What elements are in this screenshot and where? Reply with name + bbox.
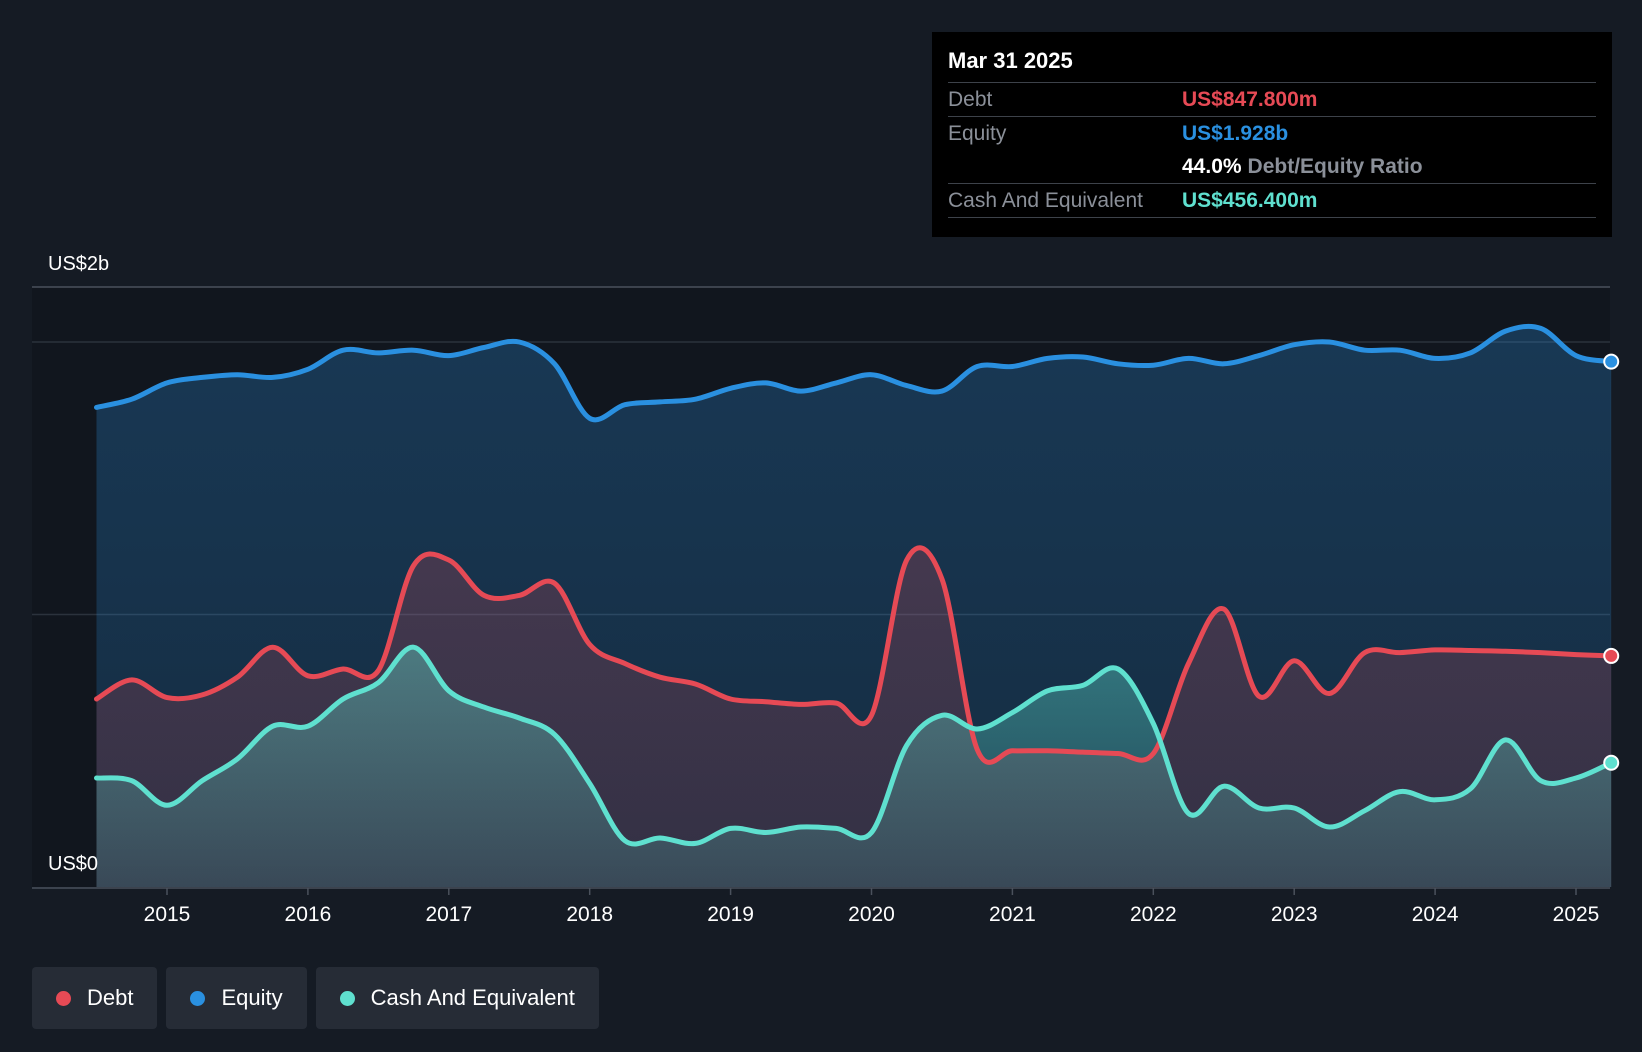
line-cash-and-equivalent <box>94 644 1614 847</box>
legend-label-debt: Debt <box>87 985 134 1010</box>
x-tick-label: 2016 <box>285 903 332 926</box>
tooltip-debt-value: US$847.800m <box>1182 88 1318 111</box>
line-debt <box>94 545 1614 765</box>
x-tick-label: 2019 <box>707 903 754 926</box>
end-marker-equity <box>1603 353 1620 370</box>
legend-label-equity: Equity <box>221 985 283 1010</box>
tooltip-date: Mar 31 2025 <box>948 46 1596 83</box>
tooltip-ratio-label: Debt/Equity Ratio <box>1247 155 1423 178</box>
legend-item-cash[interactable]: Cash And Equivalent <box>315 967 599 1029</box>
legend-item-debt[interactable]: Debt <box>32 967 158 1029</box>
legend-item-equity[interactable]: Equity <box>166 967 307 1029</box>
tooltip-panel: Mar 31 2025 Debt US$847.800m Equity US$1… <box>932 32 1612 237</box>
tooltip-ratio-row: 44.0% Debt/Equity Ratio <box>948 150 1596 184</box>
x-tick-label: 2015 <box>144 903 191 926</box>
tooltip-equity-value: US$1.928b <box>1182 122 1289 145</box>
tooltip-ratio-value: 44.0% <box>1182 155 1242 178</box>
chart-legend: Debt Equity Cash And Equivalent <box>32 967 599 1029</box>
tooltip-equity-label: Equity <box>948 122 1007 145</box>
tooltip-cash-row: Cash And Equivalent US$456.400m <box>948 184 1596 218</box>
x-tick-label: 2025 <box>1553 903 1600 926</box>
y-tick-label-zero: US$0 <box>48 853 98 875</box>
end-marker-cash-and-equivalent <box>1603 754 1620 771</box>
y-tick-label-top: US$2b <box>48 253 109 275</box>
tooltip-debt-row: Debt US$847.800m <box>948 83 1596 117</box>
cash-dot-icon <box>339 990 355 1006</box>
tooltip-cash-label: Cash And Equivalent <box>948 189 1143 212</box>
tooltip-cash-value: US$456.400m <box>1182 189 1318 212</box>
equity-dot-icon <box>190 990 206 1006</box>
x-tick-label: 2018 <box>566 903 613 926</box>
legend-label-cash: Cash And Equivalent <box>370 985 575 1010</box>
area-cash-and-equivalent <box>96 647 1612 887</box>
x-tick-label: 2021 <box>989 903 1036 926</box>
x-tick-label: 2024 <box>1412 903 1459 926</box>
x-tick-label: 2020 <box>848 903 895 926</box>
x-tick-label: 2023 <box>1271 903 1318 926</box>
line-equity <box>94 323 1614 423</box>
tooltip-equity-row: Equity US$1.928b <box>948 117 1596 150</box>
tooltip-debt-label: Debt <box>948 88 993 111</box>
x-tick-label: 2022 <box>1130 903 1177 926</box>
end-marker-debt <box>1603 647 1620 664</box>
debt-dot-icon <box>56 990 71 1006</box>
x-tick-label: 2017 <box>425 903 472 926</box>
